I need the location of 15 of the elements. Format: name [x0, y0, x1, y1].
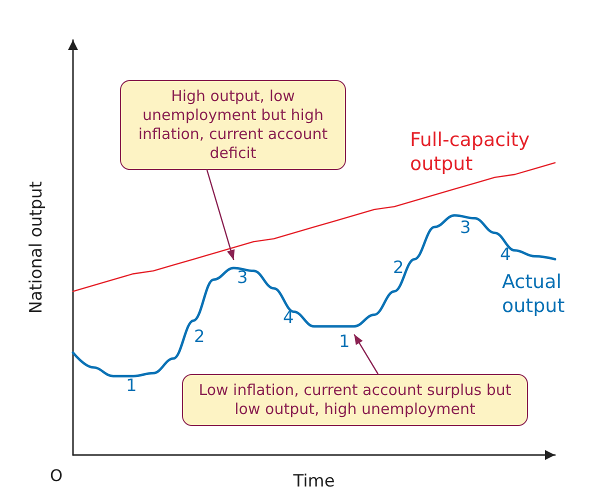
series-label: Actual output	[502, 270, 566, 318]
annotation: Low inflation, current account surplus but low output, high unemployment	[182, 374, 528, 426]
annotation: 3	[237, 268, 248, 288]
series-label: Full-capacity output	[410, 128, 531, 176]
text: O	[50, 466, 63, 485]
annotation: 3	[460, 218, 471, 238]
y-axis-title: National output	[26, 181, 46, 314]
annotation: 2	[393, 258, 404, 278]
annotation: 4	[500, 245, 511, 265]
text: High output, low unemployment but high inflation, current account deficit	[120, 80, 346, 170]
x-axis-title: Time	[292, 472, 335, 492]
annotation: 2	[194, 327, 205, 347]
annotation: 4	[283, 308, 294, 328]
annotation: 1	[339, 332, 350, 352]
annotation: 1	[126, 376, 137, 396]
